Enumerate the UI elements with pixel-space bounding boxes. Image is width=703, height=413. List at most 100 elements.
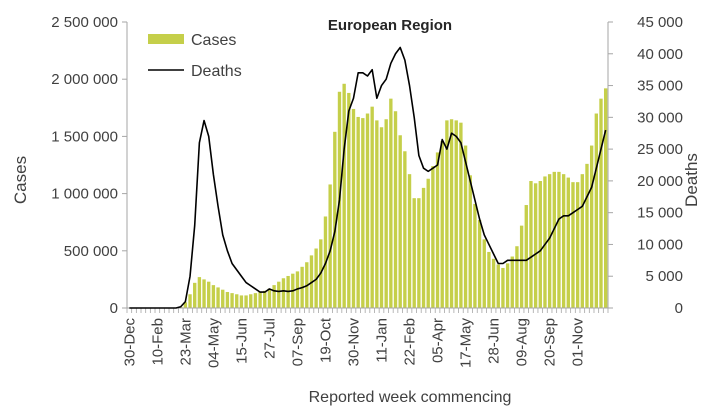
deaths-line [129, 46, 607, 309]
cases-bar [211, 285, 216, 308]
cases-bar [398, 135, 402, 308]
cases-bar [202, 279, 206, 308]
left-axis-ticks: 0 500 000 1 000 000 1 500 000 2 000 000 2 500… [51, 14, 127, 317]
cases-bar [267, 288, 272, 308]
x-tick-label: 15-Jun [233, 318, 250, 364]
right-tick-label: 20 000 [637, 173, 683, 190]
cases-bar [580, 174, 584, 308]
right-tick-label: 0 [675, 300, 683, 317]
legend-cases-label: Cases [191, 32, 236, 49]
cases-bar [575, 182, 580, 308]
x-tick-label: 30-Dec [121, 318, 138, 367]
legend-cases-swatch [148, 34, 184, 44]
x-axis-label: Reported week commencing [309, 389, 512, 406]
cases-bar [571, 182, 575, 308]
x-tick-label: 11-Jan [374, 318, 391, 363]
cases-bar [272, 285, 276, 308]
cases-bar [249, 294, 253, 308]
cases-bar [244, 295, 248, 308]
x-tick-label: 28-Jun [486, 318, 503, 364]
right-tick-label: 25 000 [637, 141, 683, 158]
cases-bar [482, 239, 486, 308]
x-tick-label: 09-Aug [514, 318, 531, 366]
cases-bar [333, 131, 337, 308]
cases-bar [463, 145, 468, 308]
cases-bar [365, 113, 370, 309]
cases-bar [225, 291, 230, 308]
cases-bar [384, 119, 388, 309]
right-tick-label: 15 000 [637, 205, 683, 222]
cases-bar [426, 178, 430, 308]
cases-bar [557, 171, 561, 308]
cases-bar [263, 290, 267, 308]
cases-bar [445, 120, 449, 308]
cases-bar [230, 293, 234, 308]
cases-bar [216, 287, 220, 308]
axes [126, 22, 609, 309]
cases-bar [347, 92, 351, 309]
cases-bar [435, 152, 440, 308]
cases-bar [361, 118, 365, 308]
cases-bar [599, 98, 603, 309]
x-axis-ticks: 30-Dec 10-Feb 23-Mar 04-May 15-Jun 27-Jul 07-S… [121, 308, 609, 369]
cases-bar [431, 166, 435, 308]
cases-bar [552, 171, 556, 308]
right-tick-label: 30 000 [637, 109, 683, 126]
chart-title: European Region [328, 17, 452, 34]
cases-bar [505, 263, 510, 308]
x-tick-label: 20-Sep [542, 318, 559, 366]
right-tick-label: 40 000 [637, 46, 683, 63]
right-tick-label: 35 000 [637, 78, 683, 95]
cases-bar [496, 264, 500, 308]
cases-bar [193, 282, 197, 308]
x-tick-label: 27-Jul [261, 318, 278, 359]
y-axis-left-label: Cases [11, 156, 30, 204]
left-tick-label: 0 [110, 300, 118, 317]
cases-bar [356, 116, 360, 308]
x-tick-label: 17-May [458, 318, 475, 369]
cases-bar [501, 267, 505, 308]
cases-bar [235, 294, 239, 308]
cases-bar [529, 181, 533, 308]
x-tick-label: 07-Sep [289, 318, 306, 366]
cases-bar [417, 198, 421, 308]
x-tick-label: 01-Nov [570, 318, 587, 367]
cases-bar [524, 205, 528, 308]
cases-bar [239, 295, 244, 308]
cases-bar [370, 106, 374, 308]
cases-bar [510, 256, 514, 308]
cases-bar [585, 163, 589, 308]
cases-bar [543, 176, 547, 308]
left-tick-label: 1 500 000 [51, 128, 118, 145]
y-axis-right-label: Deaths [682, 153, 701, 207]
cases-bar [351, 108, 356, 308]
x-tick-label: 10-Feb [149, 318, 166, 366]
legend: Cases Deaths [148, 32, 242, 80]
cases-bar [594, 113, 598, 309]
cases-bar [603, 88, 608, 308]
legend-deaths-label: Deaths [191, 63, 242, 80]
cases-bar [473, 203, 477, 308]
cases-bar [207, 281, 211, 308]
left-tick-label: 2 500 000 [51, 14, 118, 31]
cases-bar [533, 183, 538, 308]
left-tick-label: 500 000 [64, 243, 118, 260]
right-axis-ticks: 0 5 000 10 000 15 000 20 000 25 000 30 000 35 0… [608, 14, 683, 317]
cases-bar [477, 219, 482, 308]
cases-bar [188, 294, 192, 308]
cases-bar [379, 127, 384, 308]
cases-bar [589, 145, 594, 308]
cases-bar [561, 174, 566, 308]
right-tick-label: 5 000 [645, 268, 683, 285]
cases-bar [258, 291, 262, 308]
cases-bar [459, 122, 463, 308]
cases-bar [515, 246, 519, 308]
cases-bar [393, 111, 398, 308]
cases-bar [491, 258, 496, 308]
cases-bar [566, 177, 570, 308]
cases-bar [328, 184, 332, 308]
cases-bar [538, 181, 542, 308]
cases-bar [183, 302, 188, 308]
